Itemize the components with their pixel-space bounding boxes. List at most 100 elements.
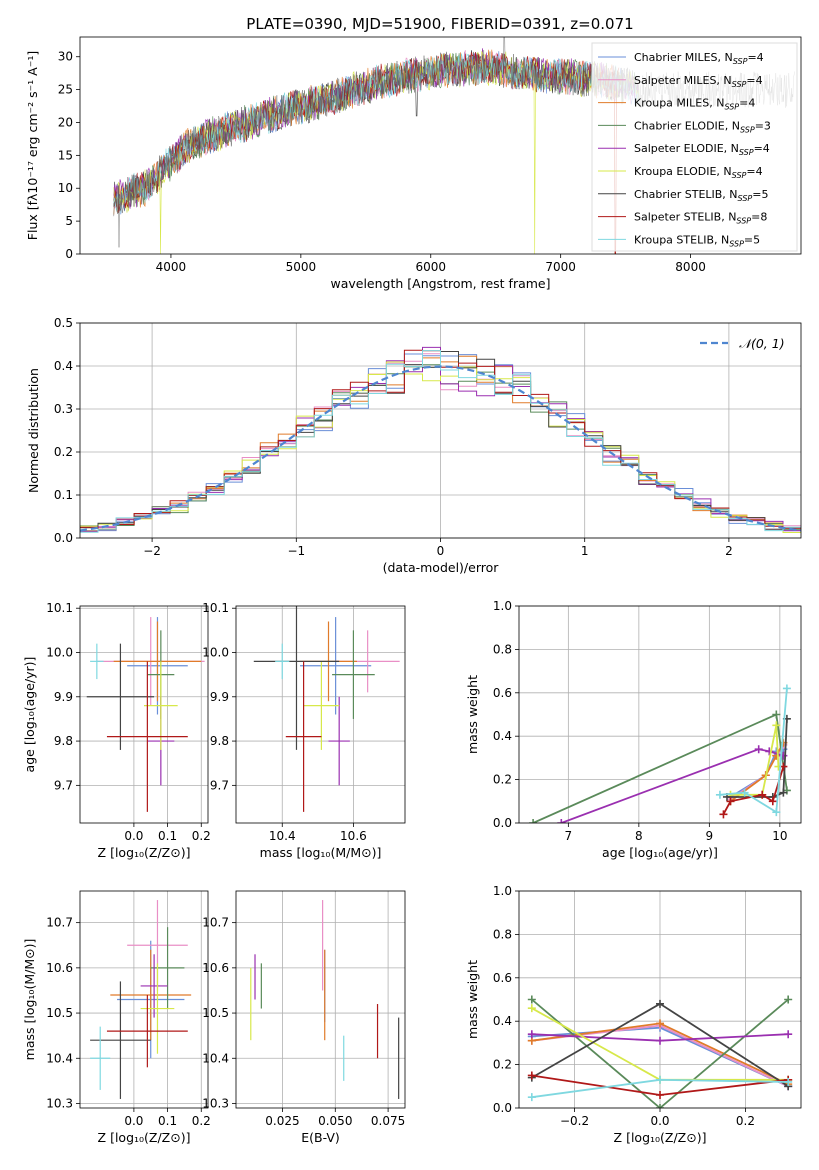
- y-tick-label: 10.1: [202, 601, 229, 615]
- legend-model-name: Kroupa MILES, N: [634, 97, 724, 110]
- axes-8: −0.2 0.0 0.2 0.0 0.2 0.4 0.6 0.8 1.0 Z [log₁₀(Z/Z…: [465, 884, 802, 1145]
- y-axis-label: Flux [fλ10⁻¹⁷ erg cm⁻² s⁻¹ A⁻¹]: [25, 51, 40, 240]
- y-tick-label: 20: [58, 115, 73, 129]
- legend-subscript: SSP: [736, 217, 751, 226]
- legend-gaussian-label: 𝒩(0, 1): [739, 336, 785, 351]
- legend-nssp: =4: [754, 142, 770, 155]
- x-tick-label: 0.2: [192, 1114, 211, 1128]
- legend-subscript: SSP: [740, 125, 755, 134]
- legend-model-name: Chabrier MILES, N: [634, 51, 733, 64]
- x-axis-label: wavelength [Angstrom, rest frame]: [330, 276, 550, 291]
- data-point-marker: [754, 745, 763, 754]
- y-tick-label: 0.8: [493, 642, 512, 656]
- y-tick-label: 0.2: [493, 773, 512, 787]
- data-point-marker: [772, 721, 781, 730]
- y-axis-label: age [log₁₀(age/yr)]: [22, 657, 37, 773]
- data-point-marker: [740, 788, 749, 797]
- legend-entry: Chabrier MILES, NSSP=4: [634, 51, 764, 66]
- legend-nssp: =5: [744, 233, 760, 246]
- axes-4: 10.4 10.6 9.7 9.8 9.9 10.0 10.1 mass [log₁₀(M/M…: [202, 601, 406, 860]
- x-tick-label: 0.2: [736, 1114, 755, 1128]
- data-point-marker: [784, 1077, 793, 1086]
- y-tick-label: 10.0: [46, 646, 73, 660]
- axes-1: 4000 5000 6000 7000 8000 0 5 10 15 20 25 30 waveleng…: [25, 36, 802, 291]
- y-axis-label: Normed distribution: [26, 368, 41, 493]
- x-tick-label: 0.2: [192, 829, 211, 843]
- x-tick-label: 8000: [675, 260, 706, 274]
- plot-area: [250, 900, 400, 1099]
- x-tick-label: 4000: [156, 260, 187, 274]
- x-tick-label: 10.4: [269, 829, 296, 843]
- legend-subscript: SSP: [732, 171, 747, 180]
- legend-entry: Salpeter STELIB, NSSP=8: [634, 211, 767, 226]
- y-tick-label: 0.0: [493, 1101, 512, 1115]
- legend-subscript: SSP: [733, 57, 748, 66]
- y-tick-label: 0.2: [493, 1058, 512, 1072]
- data-point-marker: [527, 995, 536, 1004]
- data-point-marker: [758, 790, 767, 799]
- x-tick-label: 6000: [415, 260, 446, 274]
- data-point-marker: [656, 1036, 664, 1045]
- plot-area: [529, 684, 791, 823]
- y-tick-label: 0.2: [54, 445, 73, 459]
- y-tick-label: 0.0: [493, 816, 512, 830]
- legend-nssp: =4: [747, 51, 763, 64]
- x-axis-label: mass [log₁₀(M/M⊙)]: [260, 845, 382, 860]
- data-point-marker: [527, 1030, 536, 1039]
- legend-entry: Salpeter MILES, NSSP=4: [634, 74, 763, 89]
- legend-subscript: SSP: [729, 239, 744, 248]
- legend-model-name: Salpeter ELODIE, N: [634, 142, 739, 155]
- data-point-marker: [715, 790, 724, 799]
- y-tick-label: 0.3: [54, 402, 73, 416]
- y-tick-label: 10.7: [46, 916, 73, 930]
- x-tick-label: 0.050: [318, 1114, 352, 1128]
- legend-model-name: Chabrier STELIB, N: [634, 188, 738, 201]
- data-point-marker: [772, 710, 781, 719]
- y-tick-label: 10.1: [46, 601, 73, 615]
- data-point-marker: [527, 1004, 536, 1013]
- axes-frame: [518, 890, 802, 1109]
- plot-area: [86, 617, 205, 812]
- x-tick-label: 7000: [545, 260, 576, 274]
- data-point-marker: [726, 797, 735, 806]
- axes-7: 0.025 0.050 0.075 10.3 10.4 10.5 10.6 10.7 E(B-V…: [202, 890, 406, 1145]
- axes-frame: [79, 36, 802, 255]
- y-tick-label: 10.4: [202, 1051, 229, 1065]
- data-point-marker: [656, 1019, 664, 1028]
- x-tick-label: 0: [437, 544, 445, 558]
- legend-model-name: Kroupa STELIB, N: [634, 233, 729, 246]
- mass-weight-series: [719, 688, 788, 814]
- y-tick-label: 10.3: [46, 1096, 73, 1110]
- data-point-marker: [557, 819, 566, 823]
- legend-model-name: Chabrier ELODIE, N: [634, 119, 740, 132]
- data-point-marker: [779, 788, 788, 797]
- legend-nssp: =4: [739, 97, 755, 110]
- x-tick-label: 7: [565, 829, 573, 843]
- legend-subscript: SSP: [724, 103, 739, 112]
- y-tick-label: 0.4: [493, 729, 512, 743]
- y-tick-label: 10: [58, 181, 73, 195]
- x-tick-label: 2: [725, 544, 733, 558]
- x-tick-label: 5000: [286, 260, 317, 274]
- axes-2: −2 −1 0 1 2 0.0 0.1 0.2 0.3 0.4 0.5 (data-model)/er…: [26, 316, 802, 575]
- data-point-marker: [784, 995, 793, 1004]
- y-tick-label: 10.7: [202, 916, 229, 930]
- legend-nssp: =3: [755, 119, 771, 132]
- y-tick-label: 0.1: [54, 488, 73, 502]
- plot-area: [80, 346, 801, 533]
- axes-frame: [79, 322, 802, 539]
- data-point-marker: [719, 810, 728, 819]
- y-tick-label: 5: [65, 214, 73, 228]
- x-tick-label: 1: [581, 544, 589, 558]
- data-point-marker: [656, 1090, 664, 1099]
- x-tick-label: 0.025: [265, 1114, 299, 1128]
- legend-entry: Kroupa STELIB, NSSP=5: [634, 233, 760, 248]
- legend-subscript: SSP: [739, 148, 754, 157]
- data-point-marker: [765, 747, 774, 756]
- data-point-marker: [527, 1093, 536, 1102]
- y-tick-label: 15: [58, 148, 73, 162]
- y-tick-label: 10.3: [202, 1096, 229, 1110]
- y-tick-label: 0.8: [493, 927, 512, 941]
